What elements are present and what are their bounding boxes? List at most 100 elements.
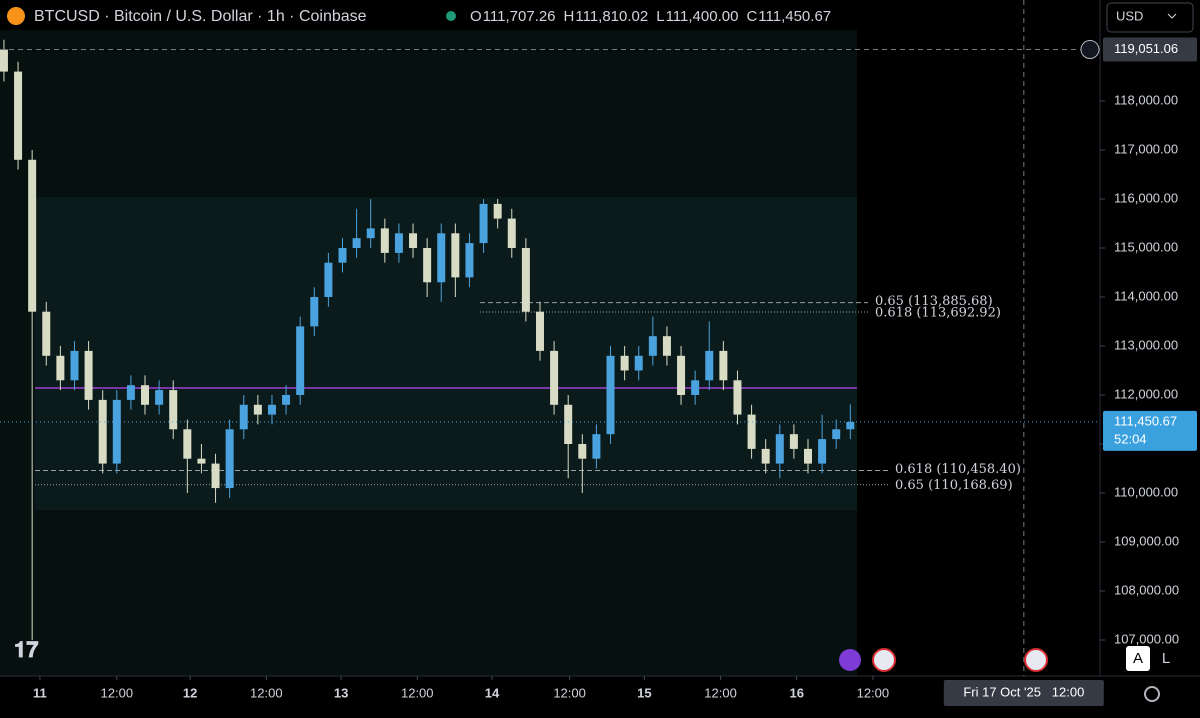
- candle-body: [211, 463, 220, 489]
- event-icon[interactable]: [839, 649, 861, 671]
- candle-body: [239, 404, 248, 430]
- candle-body: [677, 355, 686, 395]
- candle-body: [0, 49, 8, 72]
- candle-body: [338, 247, 347, 263]
- ohlc-key: C: [746, 8, 757, 25]
- countdown-label: 52:04: [1114, 431, 1147, 446]
- market-status: [446, 11, 456, 21]
- settings-icon[interactable]: [1144, 686, 1160, 702]
- candle-body: [423, 247, 432, 283]
- x-tick-label: 16: [789, 685, 803, 700]
- candle-body: [225, 429, 234, 489]
- candle-body: [705, 350, 714, 381]
- crosshair-x-tag: [943, 680, 1104, 706]
- add-alert-button: [1080, 39, 1100, 59]
- y-tick-label: 117,000.00: [1114, 141, 1178, 156]
- btc-icon: [7, 7, 25, 25]
- currency-select[interactable]: [1106, 2, 1194, 33]
- candle-body: [775, 434, 784, 464]
- x-tick-label: 12:00: [857, 685, 890, 700]
- candle-body: [521, 247, 530, 312]
- ohlc-value: 111,400.00: [666, 8, 739, 25]
- candle-body: [70, 350, 79, 381]
- candle-body: [691, 380, 700, 395]
- x-tick-label: 12: [183, 685, 197, 700]
- candle-body: [112, 399, 121, 464]
- candle-body: [761, 448, 770, 464]
- x-tick-label: 12:00: [250, 685, 283, 700]
- fib-label: 0.618 (113,692.92): [875, 306, 1001, 321]
- x-tick-label: 12:00: [401, 685, 434, 700]
- candle-body: [804, 448, 813, 464]
- log-label[interactable]: L: [1162, 650, 1170, 667]
- candle-body: [733, 380, 742, 415]
- us-flag-event[interactable]: [1024, 648, 1048, 672]
- candle-body: [183, 429, 192, 459]
- candle-body: [380, 228, 389, 253]
- y-tick-label: 118,000.00: [1114, 92, 1178, 107]
- crosshair-x-label: Fri 17 Oct '25 12:00: [963, 684, 1084, 699]
- y-tick-label: 107,000.00: [1114, 631, 1179, 646]
- candle-body: [253, 404, 262, 415]
- candle-body: [394, 233, 403, 253]
- range-box: [35, 197, 857, 510]
- candle-body: [818, 439, 827, 464]
- y-tick-label: 110,000.00: [1114, 484, 1178, 499]
- tv-logo: 𝟏𝟕: [14, 637, 39, 662]
- candle-body: [479, 203, 488, 244]
- candle-body: [564, 404, 573, 444]
- candle-body: [747, 414, 756, 449]
- candle-body: [310, 296, 319, 327]
- y-tick-label: 112,000.00: [1114, 386, 1178, 401]
- candle-body: [507, 218, 516, 248]
- candle-body: [324, 262, 333, 297]
- candle-body: [84, 350, 93, 400]
- auto-button[interactable]: [1126, 646, 1150, 671]
- x-tick-label: 11: [33, 685, 47, 700]
- candle-body: [141, 385, 150, 405]
- candle-body: [56, 355, 65, 381]
- ohlc-value: 111,450.67: [758, 8, 831, 25]
- ohlc-key: O: [470, 8, 482, 25]
- y-tick-label: 116,000.00: [1114, 190, 1178, 205]
- candle-body: [592, 434, 601, 459]
- candle-body: [493, 203, 502, 219]
- candle-body: [465, 243, 474, 278]
- candle-body: [832, 429, 841, 440]
- candle-body: [169, 390, 178, 430]
- auto-label[interactable]: A: [1133, 650, 1143, 667]
- candle-body: [352, 238, 361, 248]
- candle-body: [719, 350, 728, 381]
- candle-body: [620, 355, 629, 371]
- candle-body: [155, 390, 164, 405]
- us-flag-event[interactable]: [872, 648, 896, 672]
- candle-body: [578, 443, 587, 459]
- candle-body: [789, 434, 798, 449]
- candle-body: [648, 336, 657, 356]
- x-tick-label: 12:00: [553, 685, 586, 700]
- candle-body: [282, 394, 291, 405]
- y-tick-label: 114,000.00: [1114, 288, 1178, 303]
- fib-label: 0.65 (110,168.69): [895, 478, 1013, 493]
- ohlc-value: 111,810.02: [575, 8, 648, 25]
- symbol-title: BTCUSD · Bitcoin / U.S. Dollar · 1h · Co…: [34, 8, 367, 25]
- candle-body: [14, 71, 23, 160]
- crosshair-y-label: 119,051.06: [1114, 41, 1178, 56]
- x-tick-label: 13: [334, 685, 348, 700]
- candle-body: [437, 233, 446, 283]
- y-tick-label: 108,000.00: [1114, 582, 1179, 597]
- candle-body: [550, 350, 559, 405]
- fib-label: 0.65 (113,885.68): [875, 294, 993, 309]
- candle-body: [267, 404, 276, 415]
- candle-body: [42, 311, 51, 356]
- ohlc-key: H: [564, 8, 575, 25]
- fib-label: 0.618 (110,458.40): [895, 462, 1021, 477]
- candle-body: [634, 355, 643, 371]
- y-tick-label: 113,000.00: [1114, 337, 1178, 352]
- ohlc-value: 111,707.26: [483, 8, 556, 25]
- currency-label[interactable]: USD: [1116, 8, 1143, 23]
- candle-body: [535, 311, 544, 351]
- crosshair-y-tag: [1103, 37, 1197, 62]
- last-price-tag: [1103, 410, 1197, 451]
